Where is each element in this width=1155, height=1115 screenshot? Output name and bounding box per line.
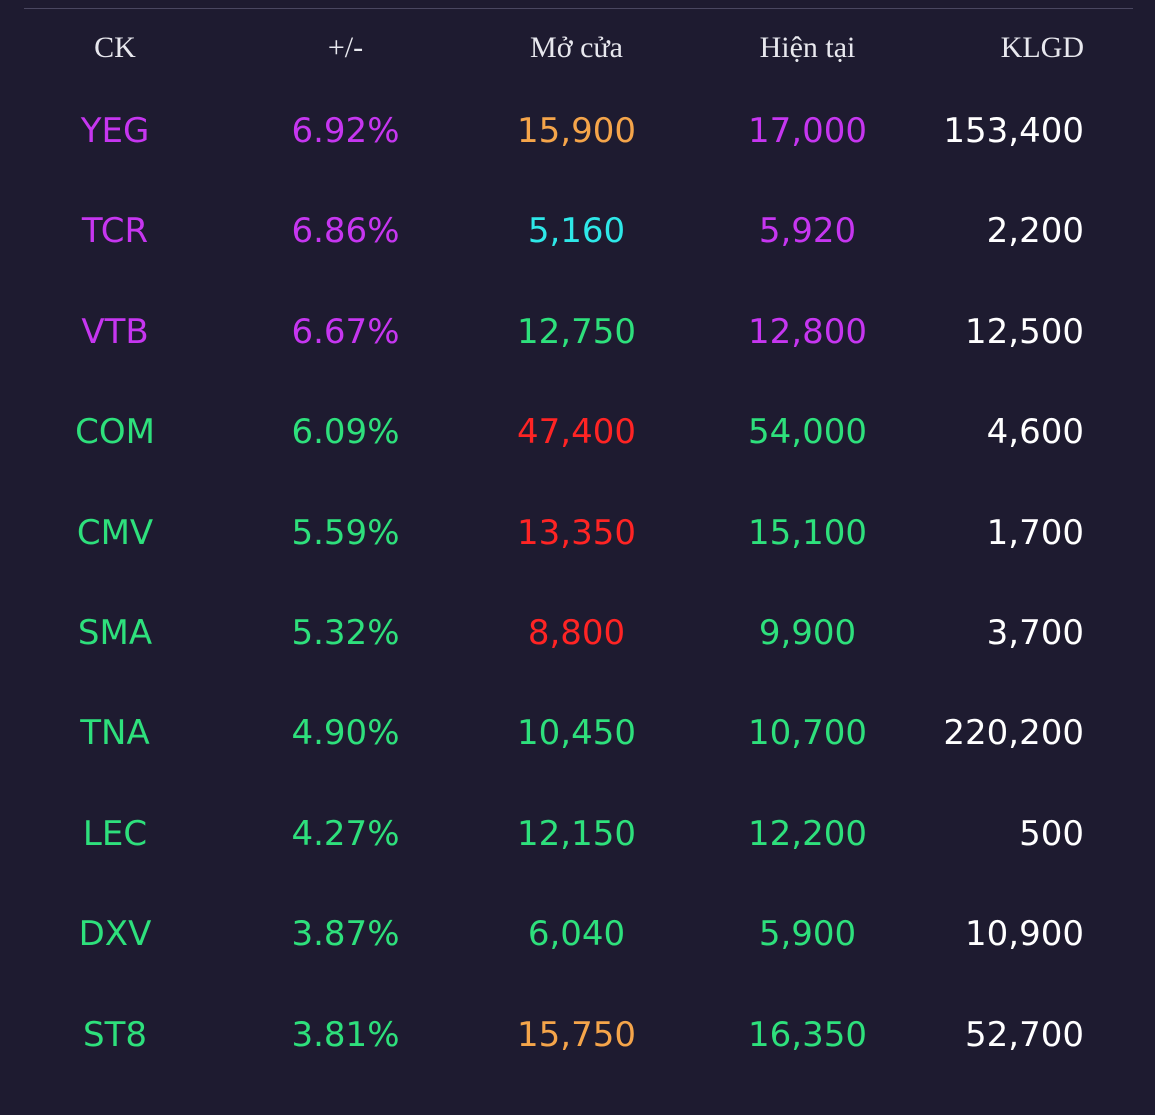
cell-symbol: YEG	[80, 111, 150, 151]
cell-current: 9,900	[758, 612, 857, 653]
cell-change: 4.27%	[291, 813, 400, 854]
cell-volume: 153,400	[943, 111, 1084, 151]
cell-volume: 220,200	[943, 713, 1084, 754]
cell-volume: 1,700	[986, 512, 1084, 553]
top-divider	[24, 8, 1133, 9]
header-volume: KLGD	[1000, 31, 1084, 64]
cell-open: 6,040	[527, 914, 626, 955]
cell-open: 12,750	[517, 311, 636, 352]
header-current: Hiện tại	[759, 31, 856, 64]
cell-symbol: LEC	[82, 813, 148, 854]
cell-current: 15,100	[748, 512, 867, 553]
cell-open: 12,150	[517, 813, 636, 854]
cell-open: 5,160	[527, 211, 626, 252]
cell-open: 10,450	[517, 713, 636, 754]
table-row[interactable]: LEC 4.27% 12,150 12,200 500	[0, 784, 1155, 884]
cell-symbol: SMA	[77, 612, 153, 653]
cell-change: 6.86%	[291, 211, 400, 252]
cell-volume: 3,700	[986, 612, 1084, 653]
cell-current: 17,000	[748, 111, 867, 151]
cell-current: 16,350	[748, 1014, 867, 1055]
cell-current: 12,800	[748, 311, 867, 352]
cell-change: 4.90%	[291, 713, 400, 754]
table-row[interactable]: CMV 5.59% 13,350 15,100 1,700	[0, 483, 1155, 583]
cell-volume: 10,900	[965, 914, 1084, 955]
cell-current: 5,920	[758, 211, 857, 252]
header-symbol: CK	[94, 31, 136, 64]
cell-symbol: VTB	[81, 311, 149, 352]
cell-open: 8,800	[527, 612, 626, 653]
table-row[interactable]: YEG 6.92% 15,900 17,000 153,400	[0, 81, 1155, 181]
cell-volume: 4,600	[986, 412, 1084, 453]
cell-symbol: DXV	[78, 914, 152, 955]
header-open: Mở cửa	[530, 31, 623, 64]
cell-volume: 12,500	[965, 311, 1084, 352]
cell-open: 13,350	[517, 512, 636, 553]
cell-volume: 2,200	[986, 211, 1084, 252]
table-header: CK +/- Mở cửa Hiện tại KLGD	[0, 24, 1155, 72]
cell-symbol: TCR	[81, 211, 149, 252]
table-row[interactable]: SMA 5.32% 8,800 9,900 3,700	[0, 583, 1155, 683]
cell-change: 6.92%	[291, 111, 400, 151]
cell-change: 3.81%	[291, 1014, 400, 1055]
cell-change: 6.09%	[291, 412, 400, 453]
cell-open: 47,400	[517, 412, 636, 453]
cell-change: 6.67%	[291, 311, 400, 352]
cell-volume: 52,700	[965, 1014, 1084, 1055]
cell-change: 5.32%	[291, 612, 400, 653]
table-row[interactable]: COM 6.09% 47,400 54,000 4,600	[0, 382, 1155, 482]
cell-volume: 500	[1019, 813, 1084, 854]
cell-symbol: ST8	[83, 1014, 147, 1055]
cell-current: 5,900	[758, 914, 857, 955]
cell-open: 15,900	[517, 111, 636, 151]
table-row[interactable]: ST8 3.81% 15,750 16,350 52,700	[0, 985, 1155, 1085]
cell-current: 54,000	[748, 412, 867, 453]
table-body: YEG 6.92% 15,900 17,000 153,400 TCR 6.86% 5,160…	[0, 81, 1155, 1085]
cell-symbol: COM	[75, 412, 155, 453]
table-row[interactable]: TNA 4.90% 10,450 10,700 220,200	[0, 683, 1155, 783]
table-row[interactable]: DXV 3.87% 6,040 5,900 10,900	[0, 884, 1155, 984]
cell-change: 3.87%	[291, 914, 400, 955]
cell-symbol: TNA	[80, 713, 150, 754]
table-row[interactable]: TCR 6.86% 5,160 5,920 2,200	[0, 181, 1155, 281]
header-change: +/-	[327, 31, 364, 64]
table-row[interactable]: VTB 6.67% 12,750 12,800 12,500	[0, 282, 1155, 382]
cell-current: 10,700	[748, 713, 867, 754]
cell-open: 15,750	[517, 1014, 636, 1055]
cell-symbol: CMV	[76, 512, 154, 553]
cell-current: 12,200	[748, 813, 867, 854]
cell-change: 5.59%	[291, 512, 400, 553]
